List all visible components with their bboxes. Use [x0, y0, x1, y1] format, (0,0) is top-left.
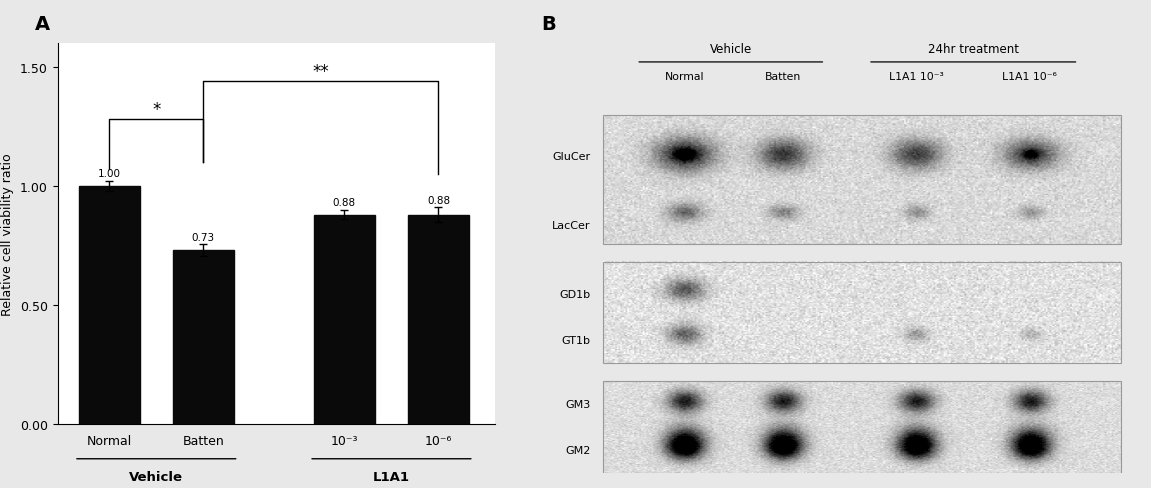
Text: GM2: GM2	[565, 446, 590, 455]
Text: GD1b: GD1b	[559, 289, 590, 300]
Text: Vehicle: Vehicle	[129, 470, 183, 483]
Bar	[314, 215, 375, 425]
Text: Vehicle: Vehicle	[710, 43, 752, 56]
Text: 0.73: 0.73	[192, 232, 215, 242]
Bar	[603, 382, 1121, 473]
Text: 24hr treatment: 24hr treatment	[928, 43, 1019, 56]
Y-axis label: Relative cell viability ratio: Relative cell viability ratio	[1, 153, 14, 315]
Text: 0.88: 0.88	[427, 195, 450, 205]
Text: GluCer: GluCer	[552, 152, 590, 162]
Text: A: A	[35, 15, 49, 34]
Text: Normal: Normal	[665, 72, 704, 82]
Text: **: **	[313, 63, 329, 81]
Bar	[407, 215, 470, 425]
Text: 1.00: 1.00	[98, 169, 121, 179]
Text: Batten: Batten	[764, 72, 801, 82]
Bar	[603, 116, 1121, 244]
Text: GM3: GM3	[565, 400, 590, 409]
Text: GT1b: GT1b	[562, 335, 590, 346]
Bar	[78, 186, 140, 425]
Bar	[603, 263, 1121, 363]
Text: L1A1 10⁻³: L1A1 10⁻³	[890, 72, 944, 82]
Text: *: *	[152, 101, 160, 119]
Text: L1A1: L1A1	[373, 470, 410, 483]
Text: LacCer: LacCer	[552, 221, 590, 231]
Bar	[173, 251, 234, 425]
Text: L1A1 10⁻⁶: L1A1 10⁻⁶	[1003, 72, 1057, 82]
Text: B: B	[541, 15, 556, 34]
Text: 0.88: 0.88	[333, 198, 356, 207]
